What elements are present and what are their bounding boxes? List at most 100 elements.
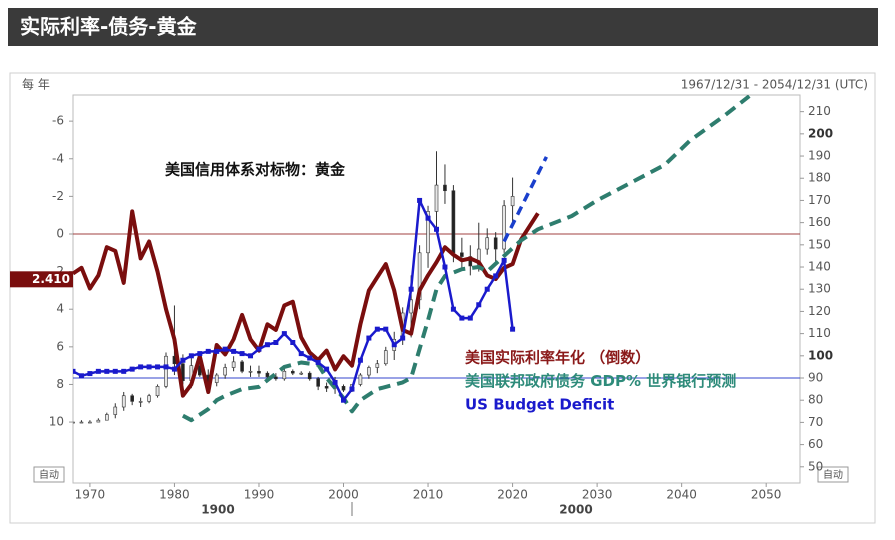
x-tick-label: 1970 (75, 488, 106, 502)
series-marker (450, 306, 456, 312)
legend-entry: 美国联邦政府债务 GDP% 世界银行预测 (465, 372, 736, 390)
x-tick-label: 1990 (244, 488, 275, 502)
candle-body (324, 386, 329, 389)
y-tick-label: 6 (56, 339, 64, 353)
series-marker (467, 315, 473, 321)
candle-body (358, 374, 363, 385)
candle-body (290, 370, 295, 374)
series-marker (510, 326, 516, 332)
x-tick-label: 2030 (582, 488, 613, 502)
candle-body (164, 355, 168, 387)
x-tick-label: 2040 (666, 488, 697, 502)
y-tick-label: -4 (52, 151, 64, 165)
series-marker (383, 326, 389, 332)
series-marker (256, 346, 262, 352)
candle-body (367, 367, 371, 376)
x-tick-label: 2010 (413, 488, 444, 502)
y2-tick-label: 130 (808, 282, 831, 296)
y-tick-label: 10 (49, 415, 64, 429)
date-range: 1967/12/31 - 2054/12/31 (UTC) (681, 78, 868, 92)
current-value-label: 2.410 (32, 272, 70, 286)
candle-body (451, 190, 456, 254)
series-marker (442, 264, 448, 270)
series-marker (366, 335, 372, 341)
series-marker (476, 302, 482, 308)
series-marker (78, 373, 84, 379)
candle-body (443, 184, 447, 192)
series-marker (332, 379, 338, 385)
series-marker (484, 286, 490, 292)
y2-tick-label: 100 (808, 348, 833, 362)
series-marker (315, 359, 321, 365)
chart-frame (9, 72, 876, 524)
series-marker (290, 339, 296, 345)
candle-body (502, 205, 506, 250)
candle-body (375, 363, 380, 368)
series-marker (408, 286, 414, 292)
auto-button[interactable] (817, 466, 849, 483)
series-line (73, 209, 540, 398)
y2-tick-label: 140 (808, 260, 831, 274)
y-tick-label: 8 (56, 377, 64, 391)
candle-body (88, 421, 92, 424)
y-tick-label: 0 (56, 226, 64, 240)
y-tick-label: -2 (52, 189, 64, 203)
series-marker (248, 353, 254, 359)
candle-body (113, 406, 118, 415)
series-marker (121, 368, 127, 374)
y-tick-label: -6 (52, 114, 64, 128)
y2-tick-label: 70 (808, 415, 823, 429)
candle-body (147, 395, 151, 402)
series-marker (349, 386, 355, 392)
series-marker (222, 346, 228, 352)
series-marker (400, 335, 406, 341)
candle-body (341, 386, 346, 391)
candle-body (96, 419, 101, 423)
series-marker (155, 364, 161, 370)
series-marker (493, 273, 499, 279)
candle-body (130, 395, 134, 402)
y2-tick-label: 200 (808, 126, 833, 140)
series-marker (273, 339, 279, 345)
candle-body (485, 237, 490, 250)
candle-body (274, 376, 278, 380)
era-label: 2000 (559, 503, 592, 517)
candle-body (409, 299, 413, 314)
series-marker (112, 368, 118, 374)
y2-tick-label: 120 (808, 304, 831, 318)
candle-body (181, 363, 185, 381)
series-marker (197, 351, 203, 357)
series-marker (307, 355, 313, 361)
auto-label[interactable]: 自动 (823, 468, 843, 481)
title-bar (8, 8, 878, 46)
candle-body (138, 401, 143, 403)
series-marker (129, 366, 135, 372)
y2-tick-label: 90 (808, 371, 823, 385)
candle-body (426, 211, 430, 254)
y2-tick-label: 80 (808, 393, 823, 407)
candle-body (223, 367, 227, 376)
series-line (181, 95, 751, 423)
auto-label[interactable]: 自动 (39, 468, 59, 481)
series-marker (298, 351, 304, 357)
series-marker (205, 348, 211, 354)
candle-body (307, 372, 312, 380)
candle-body (510, 196, 515, 207)
candle-body (214, 374, 219, 383)
series-marker (231, 348, 237, 354)
candle-body (155, 386, 160, 397)
series-marker (146, 364, 152, 370)
candle-body (383, 350, 388, 365)
x-tick-label: 2000 (328, 488, 359, 502)
annotation: 美国信用体系对标物：黄金 (165, 161, 346, 179)
series-marker (501, 257, 507, 263)
y2-tick-label: 160 (808, 215, 831, 229)
x-tick-label: 1980 (159, 488, 190, 502)
candle-body (73, 421, 75, 424)
candle-body (231, 361, 236, 368)
auto-button[interactable] (33, 466, 65, 483)
y2-tick-label: 50 (808, 459, 823, 473)
candle-body (240, 361, 244, 372)
series-marker (374, 326, 380, 332)
